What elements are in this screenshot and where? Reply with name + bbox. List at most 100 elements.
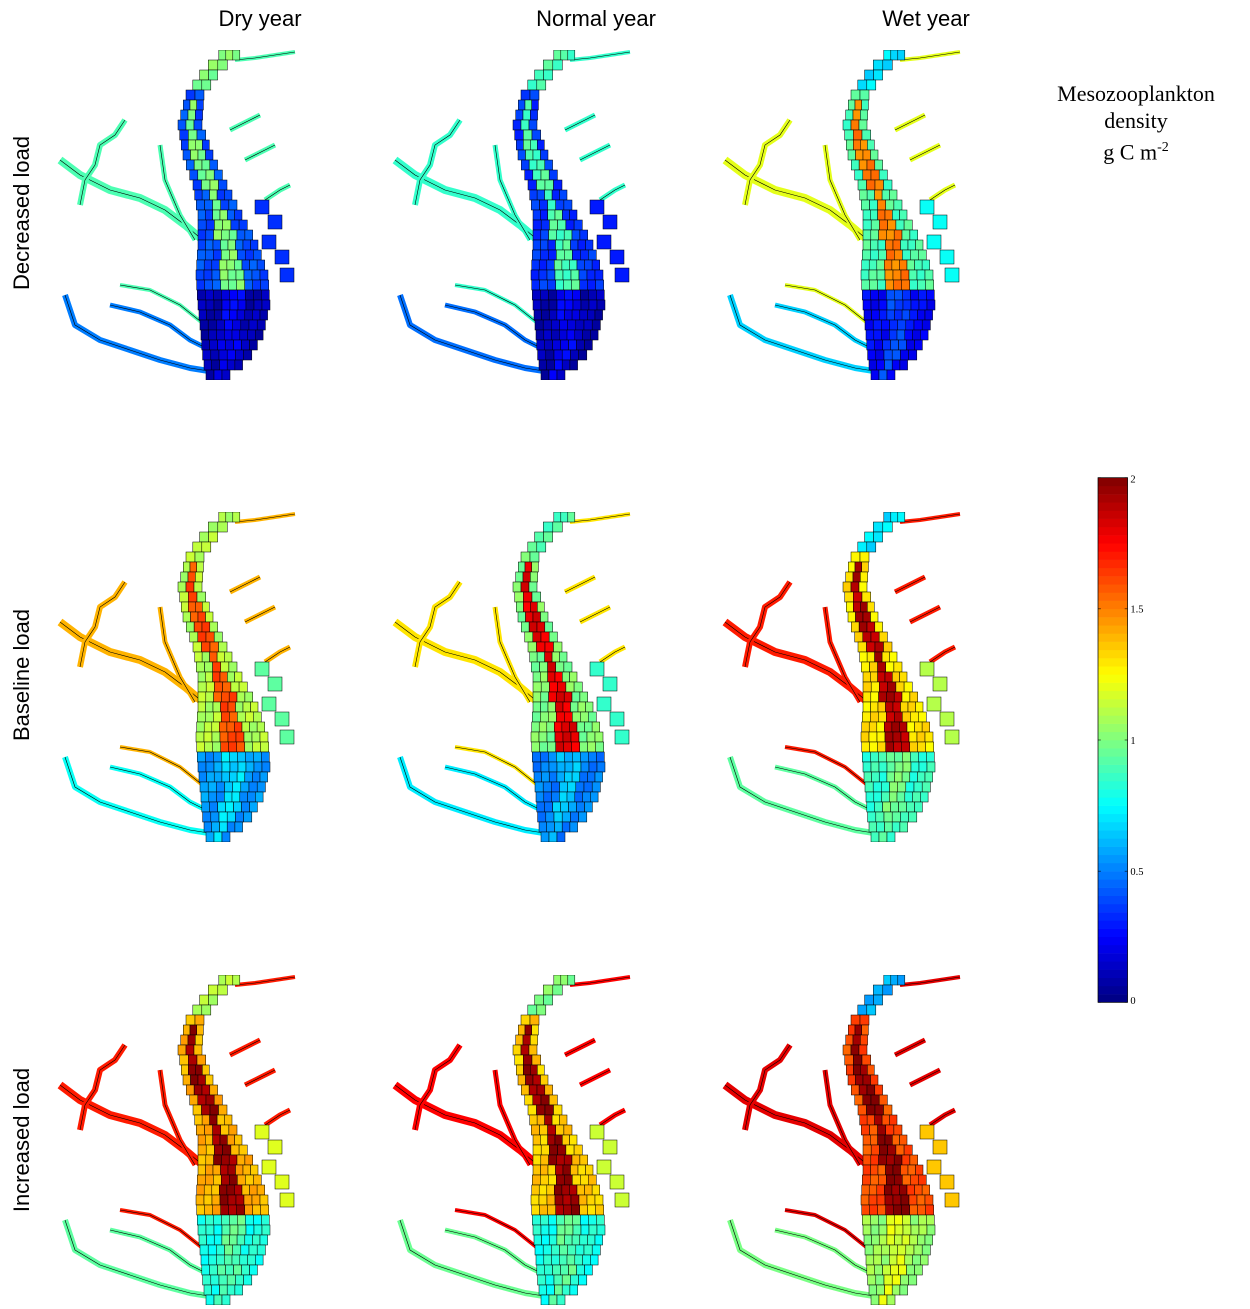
row-title-decreased: Decreased load bbox=[9, 135, 34, 291]
grid-cell bbox=[891, 349, 901, 361]
grid-cell bbox=[226, 349, 236, 361]
grid-cell bbox=[261, 1214, 270, 1226]
grid-cell bbox=[551, 781, 560, 793]
grid-cell bbox=[245, 761, 255, 773]
grid-cell bbox=[887, 681, 897, 693]
colorbar-segment bbox=[1098, 821, 1128, 831]
grid-cell bbox=[212, 279, 221, 291]
grid-cell bbox=[846, 601, 854, 613]
eastern-shore-cell bbox=[939, 249, 955, 265]
colorbar-segment bbox=[1098, 477, 1128, 487]
grid-cell bbox=[213, 831, 223, 842]
grid-cell bbox=[209, 621, 218, 633]
grid-cell bbox=[518, 561, 526, 573]
grid-cell bbox=[596, 289, 605, 301]
eastern-shore-cell bbox=[609, 711, 625, 727]
grid-cell bbox=[866, 641, 876, 653]
grid-cell bbox=[205, 249, 214, 261]
grid-cell bbox=[540, 761, 550, 773]
grid-cell bbox=[591, 721, 600, 733]
grid-cell bbox=[204, 1204, 213, 1216]
grid-cell bbox=[577, 701, 586, 713]
grid-cell bbox=[237, 1214, 246, 1226]
grid-cell bbox=[228, 741, 237, 753]
grid-cell bbox=[197, 691, 207, 703]
northeast-tributary-outline bbox=[899, 513, 961, 523]
colorbar-segment bbox=[1098, 780, 1128, 790]
grid-cell bbox=[554, 1184, 563, 1196]
grid-cell bbox=[857, 541, 868, 553]
grid-cell bbox=[540, 1214, 549, 1226]
grid-cell bbox=[870, 299, 880, 311]
grid-cell bbox=[910, 289, 919, 301]
grid-cell bbox=[256, 721, 265, 733]
colorbar-segment bbox=[1098, 805, 1128, 815]
grid-cell bbox=[539, 741, 548, 753]
grid-cell bbox=[884, 259, 893, 271]
grid-cell bbox=[532, 761, 542, 773]
grid-cell bbox=[218, 50, 227, 61]
grid-cell bbox=[539, 279, 548, 291]
grid-cell bbox=[900, 349, 909, 361]
grid-cell bbox=[220, 1204, 229, 1216]
grid-cell bbox=[570, 269, 580, 281]
eastern-tributary-3-outline bbox=[264, 184, 291, 201]
grid-cell bbox=[878, 751, 887, 763]
grid-cell bbox=[878, 1154, 887, 1166]
grid-cell bbox=[874, 1264, 883, 1276]
grid-cell bbox=[535, 329, 545, 341]
grid-cell bbox=[580, 299, 590, 311]
grid-cell bbox=[245, 711, 254, 723]
grid-cell bbox=[863, 1234, 872, 1246]
grid-cell bbox=[202, 1064, 210, 1076]
grid-cell bbox=[202, 811, 212, 823]
grid-cell bbox=[591, 1184, 600, 1196]
grid-cell bbox=[563, 1154, 573, 1166]
grid-cell bbox=[875, 349, 885, 361]
grid-cell bbox=[870, 751, 879, 763]
grid-cell bbox=[537, 349, 547, 361]
grid-cell bbox=[886, 761, 896, 773]
grid-cell bbox=[857, 179, 867, 191]
colorbar-segment bbox=[1098, 903, 1128, 913]
grid-cell bbox=[253, 1174, 262, 1186]
grid-cell bbox=[531, 1184, 540, 1196]
grid-cell bbox=[909, 1154, 918, 1166]
grid-cell bbox=[868, 359, 877, 371]
grid-cell bbox=[870, 1134, 878, 1146]
grid-cell bbox=[539, 1124, 548, 1136]
grid-cell bbox=[562, 671, 570, 683]
grid-cell bbox=[870, 611, 879, 623]
grid-cell bbox=[216, 329, 225, 341]
grid-cell bbox=[913, 319, 923, 331]
grid-cell bbox=[866, 1264, 875, 1276]
grid-cell bbox=[221, 369, 231, 380]
grid-cell bbox=[556, 831, 566, 842]
grid-cell bbox=[515, 109, 524, 121]
grid-cell bbox=[236, 741, 245, 753]
grid-cell bbox=[520, 119, 530, 131]
colorbar-segment bbox=[1098, 994, 1128, 1003]
grid-cell bbox=[551, 1114, 560, 1126]
grid-cell bbox=[924, 771, 933, 783]
grid-cell bbox=[220, 239, 229, 251]
grid-cell bbox=[234, 359, 243, 371]
grid-cell bbox=[893, 741, 902, 753]
grid-cell bbox=[536, 79, 547, 91]
grid-cell bbox=[206, 1234, 215, 1246]
grid-cell bbox=[569, 671, 578, 683]
grid-cell bbox=[568, 1264, 577, 1276]
grid-cell bbox=[892, 1164, 901, 1176]
grid-cell bbox=[543, 521, 554, 533]
grid-cell bbox=[862, 751, 871, 763]
grid-cell bbox=[896, 1254, 906, 1266]
grid-cell bbox=[213, 751, 222, 763]
colorbar-segment bbox=[1098, 944, 1128, 954]
grid-cell bbox=[209, 1114, 218, 1126]
grid-cell bbox=[549, 1234, 558, 1246]
grid-cell bbox=[203, 269, 213, 281]
grid-cell bbox=[563, 691, 573, 703]
grid-cell bbox=[253, 1224, 263, 1236]
grid-cell bbox=[877, 671, 886, 683]
grid-cell bbox=[536, 1084, 546, 1096]
